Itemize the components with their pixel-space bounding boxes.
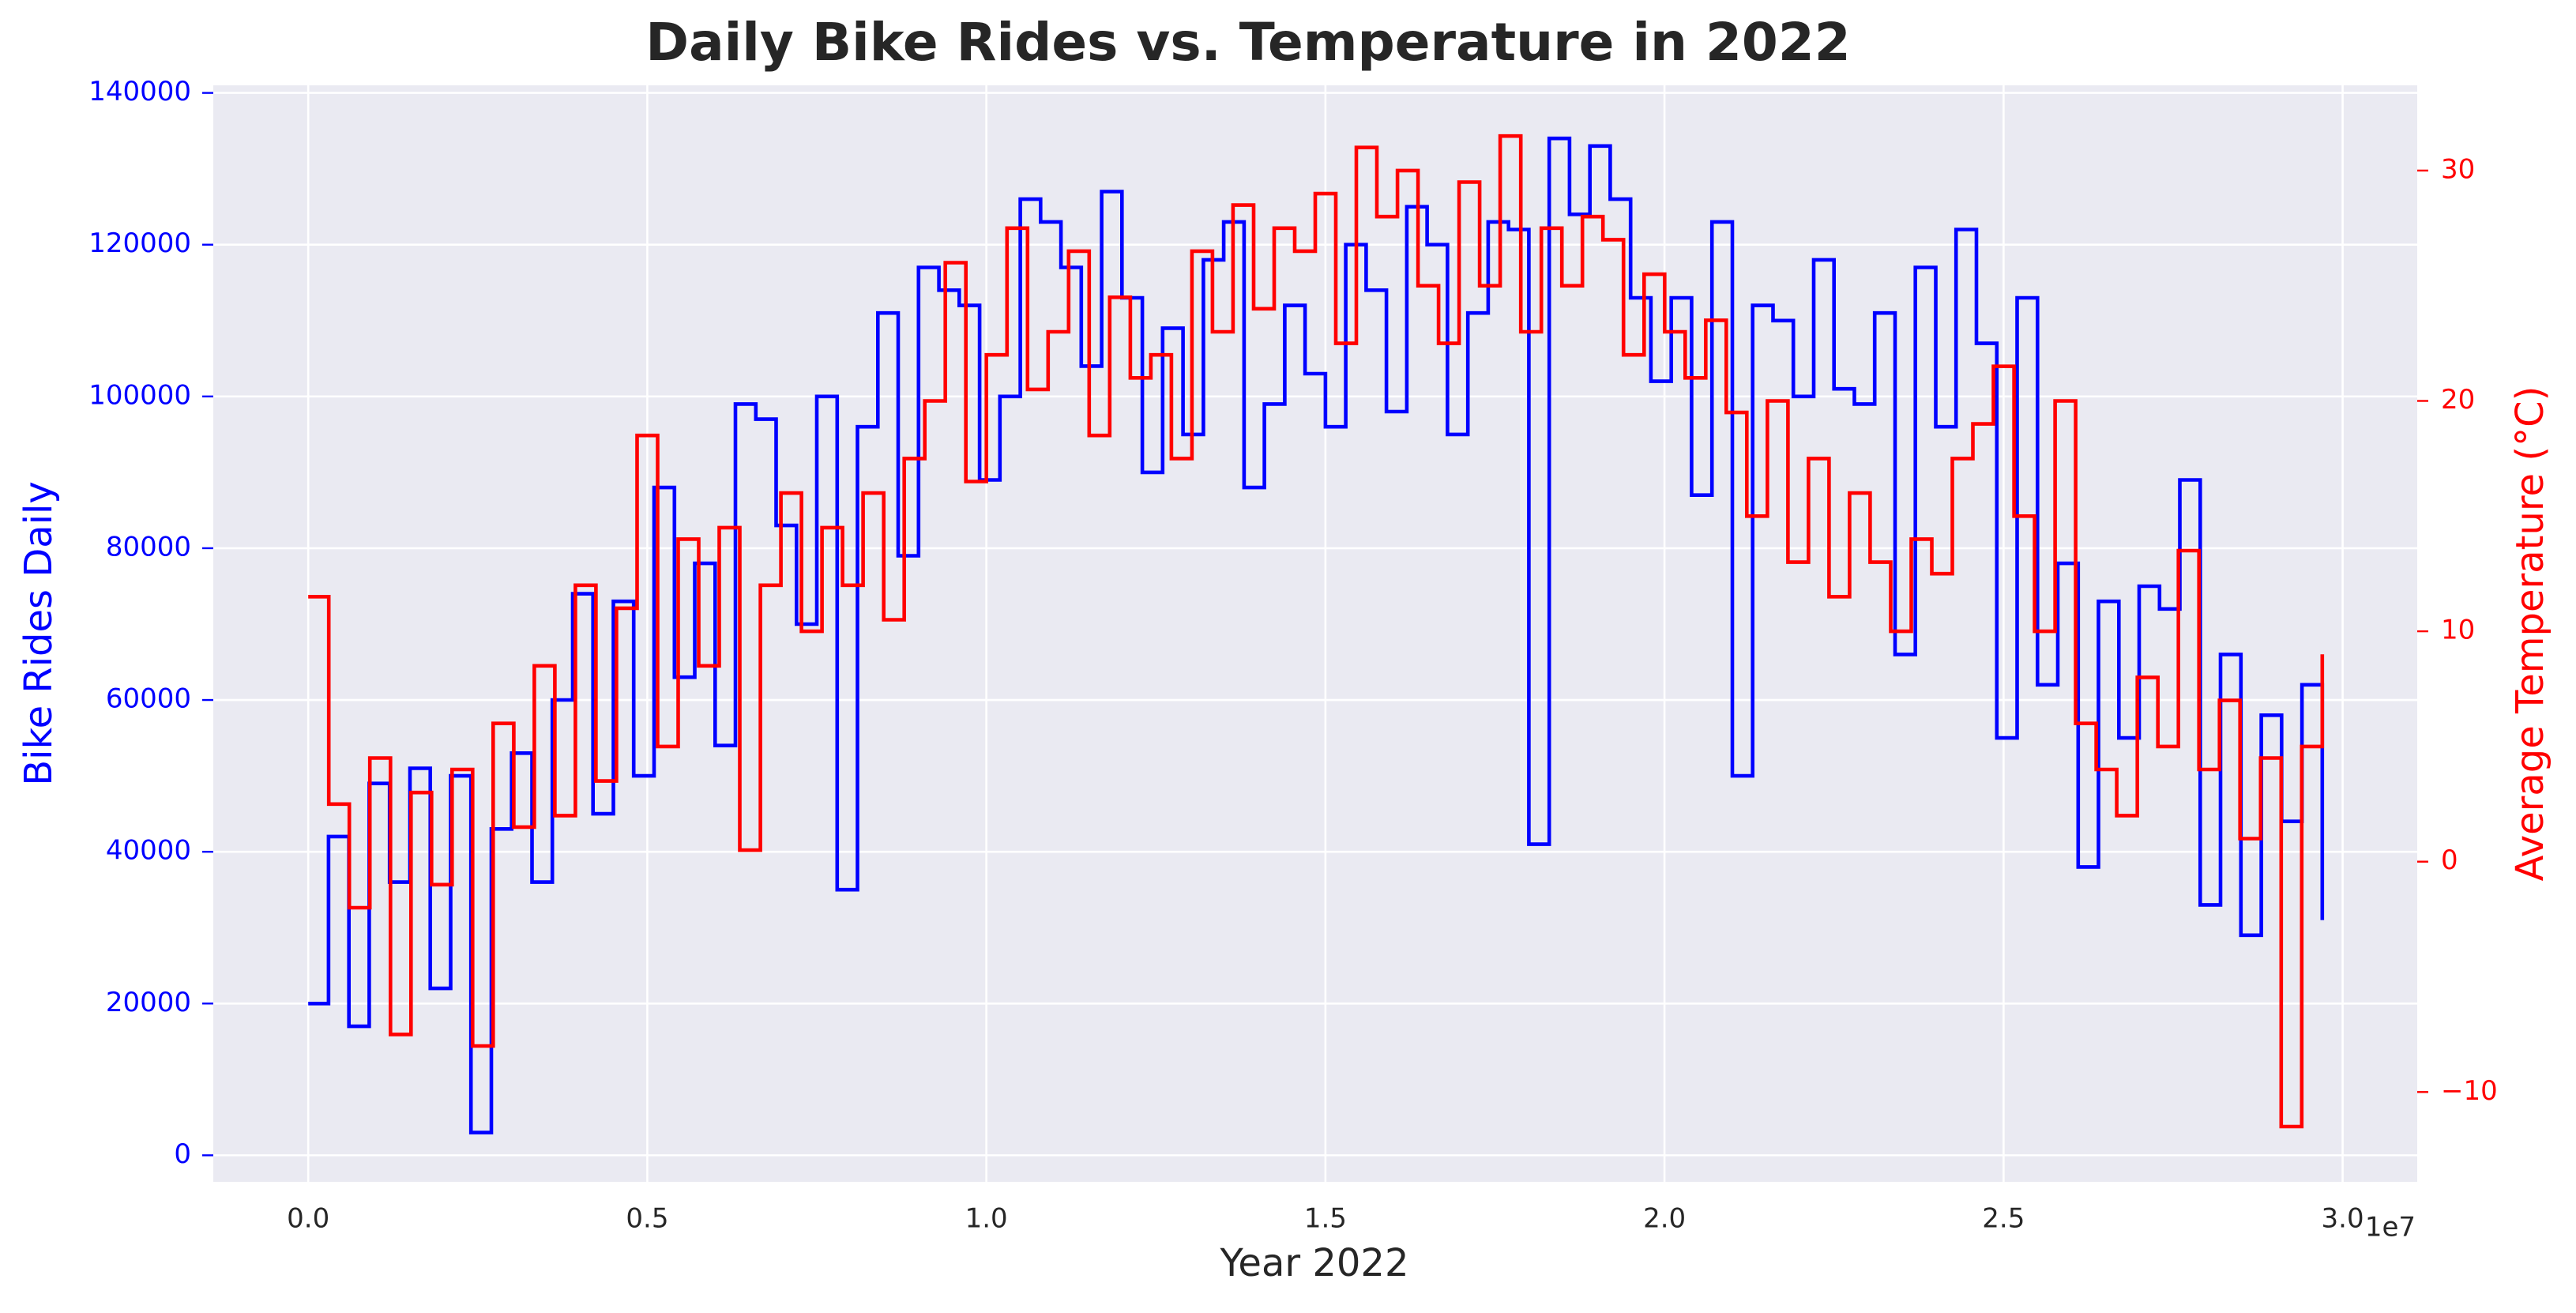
series-line-temperature: [308, 134, 2325, 1129]
left-tick-label: 20000: [106, 987, 191, 1018]
x-tick-label: 3.0: [2322, 1203, 2364, 1235]
chart-title: Daily Bike Rides vs. Temperature in 2022: [645, 12, 1850, 73]
left-tick-label: 0: [174, 1138, 191, 1170]
left-tick-label: 60000: [106, 683, 191, 715]
right-tick-label: 20: [2441, 384, 2475, 416]
x-tick-label: 1.5: [1304, 1203, 1347, 1235]
right-tick-label: 10: [2441, 615, 2475, 646]
right-axis-label: Average Temperature (°C): [2508, 386, 2552, 882]
series-line-bike-rides: [308, 136, 2325, 1134]
x-tick-label: 1.0: [965, 1203, 1008, 1235]
left-tick-label: 40000: [106, 835, 191, 867]
series-layer: [308, 134, 2325, 1134]
left-axis-label: Bike Rides Daily: [17, 481, 61, 786]
axes-layer: 0.0 0.5 1.0 1.5 2.0 2.5 3.0 0 20000 40000 60000 800…: [88, 76, 2498, 1234]
x-tick-label: 0.5: [626, 1203, 668, 1235]
x-offset-text: 1e7: [2365, 1212, 2416, 1243]
x-tick-label: 2.5: [1982, 1203, 2025, 1235]
right-tick-label: 30: [2441, 153, 2475, 185]
left-tick-label: 120000: [88, 228, 191, 259]
left-tick-label: 140000: [88, 76, 191, 107]
x-tick-label: 0.0: [287, 1203, 329, 1235]
left-tick-label: 100000: [88, 379, 191, 411]
x-axis-label: Year 2022: [1219, 1241, 1408, 1285]
left-tick-label: 80000: [106, 531, 191, 562]
right-tick-label: 0: [2441, 845, 2458, 876]
plot-background: [213, 85, 2417, 1182]
x-tick-label: 2.0: [1643, 1203, 1686, 1235]
right-tick-label: −10: [2441, 1075, 2498, 1107]
